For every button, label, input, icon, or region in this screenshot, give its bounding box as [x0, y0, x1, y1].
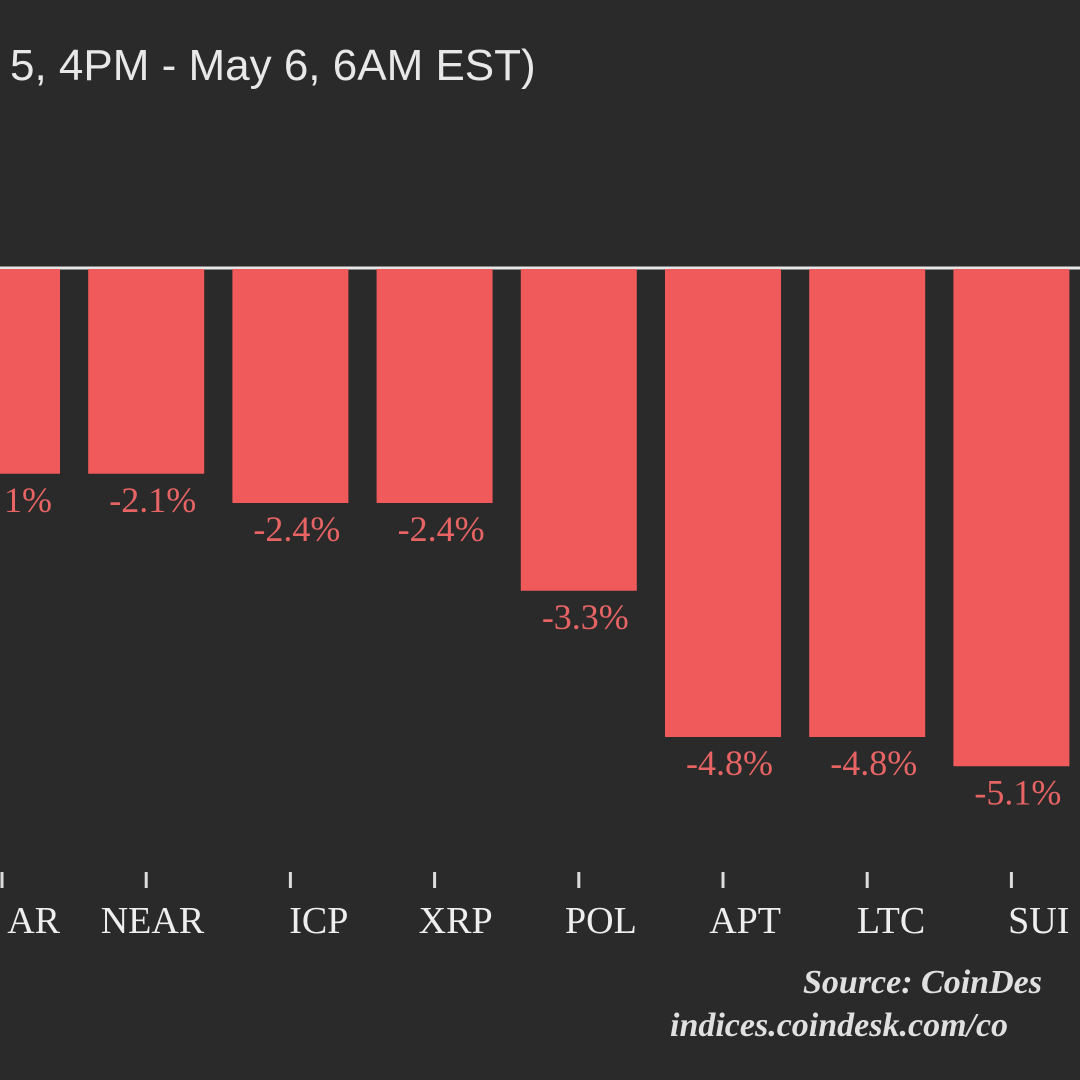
x-tick-label: APT	[709, 900, 781, 942]
bar	[953, 269, 1070, 767]
source: Source: CoinDes	[803, 964, 1042, 1001]
value-label: -2.4%	[253, 509, 340, 549]
x-tick-label: POL	[565, 900, 637, 942]
value-label: -5.1%	[974, 772, 1061, 812]
x-tick-label: SUI	[1008, 900, 1069, 942]
value-label: -4.8%	[830, 743, 917, 783]
bar	[665, 269, 781, 737]
bar	[809, 269, 926, 737]
value-label: 1%	[4, 480, 52, 520]
x-tick-label: AR	[7, 900, 60, 942]
x-tick-label: NEAR	[101, 900, 205, 942]
chart-title: 5, 4PM - May 6, 6AM EST)	[10, 41, 536, 90]
value-label: -3.3%	[542, 597, 629, 637]
bar	[520, 269, 637, 591]
x-tick-label: XRP	[419, 900, 493, 942]
bar	[376, 269, 493, 503]
value-label: -2.1%	[109, 480, 196, 520]
value-label: -4.8%	[686, 743, 773, 783]
value-label: -2.4%	[398, 509, 485, 549]
source-url: indices.coindesk.com/co	[670, 1007, 1008, 1044]
x-tick-label: LTC	[857, 900, 925, 942]
bar	[0, 269, 60, 474]
bar	[88, 269, 205, 474]
bar	[232, 269, 349, 503]
x-tick-label: ICP	[289, 900, 348, 942]
